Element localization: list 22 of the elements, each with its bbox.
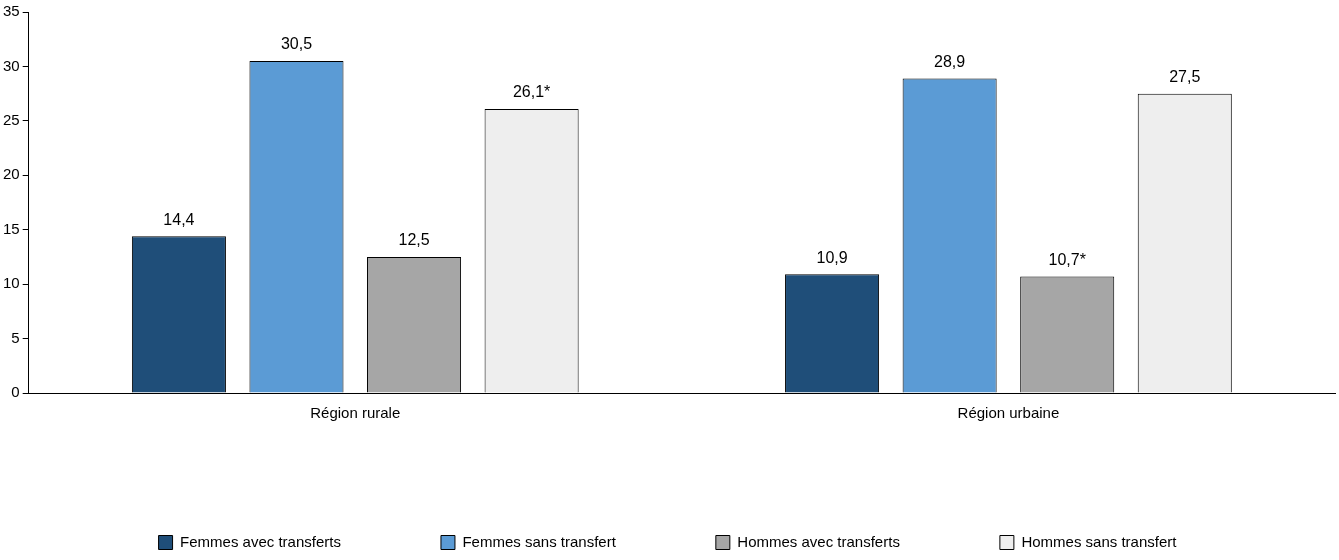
data-label: 27,5: [1169, 68, 1201, 86]
data-label: 14,4: [163, 210, 195, 228]
data-label: 30,5: [280, 35, 313, 53]
legend-label: Hommes avec transferts: [737, 532, 900, 550]
data-label: 10,7*: [1048, 250, 1086, 268]
data-label: 10,9: [816, 248, 848, 266]
y-tick-label: 20: [3, 165, 20, 183]
x-tick-label: Région rurale: [310, 404, 401, 422]
y-tick-label: 5: [11, 328, 20, 346]
y-tick-label: 25: [3, 111, 20, 128]
legend-label: Hommes sans transfert: [1021, 532, 1178, 550]
data-label: 28,9: [934, 52, 966, 70]
y-tick-label: 35: [3, 2, 20, 20]
data-label: 26,1*: [512, 83, 551, 101]
legend-label: Femmes sans transfert: [462, 532, 617, 550]
y-tick-label: 0: [11, 383, 20, 401]
y-tick-label: 30: [3, 56, 20, 74]
data-label: 12,5: [398, 231, 430, 249]
y-tick-label: 10: [3, 274, 20, 292]
x-tick-label: Région urbaine: [957, 404, 1060, 422]
legend-label: Femmes avec transferts: [180, 532, 341, 550]
y-tick-label: 15: [3, 219, 20, 237]
